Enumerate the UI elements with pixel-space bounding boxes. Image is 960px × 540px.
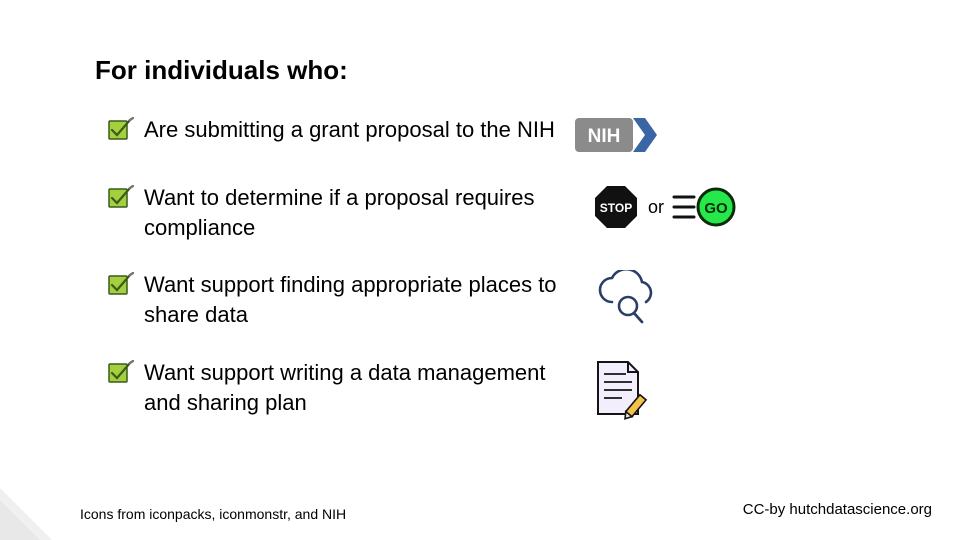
footer-license: CC-by hutchdatascience.org	[743, 501, 932, 518]
checkbox-icon	[108, 272, 134, 296]
list-item: Want to determine if a proposal requires…	[108, 183, 868, 242]
slide-title: For individuals who:	[95, 55, 348, 86]
checkbox-icon	[108, 117, 134, 141]
svg-text:STOP: STOP	[600, 201, 632, 215]
list-item-text: Want support writing a data management a…	[144, 358, 574, 417]
document-pencil-icon	[592, 358, 648, 422]
corner-ribbon-icon	[0, 480, 60, 540]
bullet-list: Are submitting a grant proposal to the N…	[108, 115, 868, 450]
footer-credits: Icons from iconpacks, iconmonstr, and NI…	[80, 506, 346, 522]
list-item-text: Want to determine if a proposal requires…	[144, 183, 574, 242]
svg-text:NIH: NIH	[588, 126, 621, 147]
go-sign-icon: GO	[672, 185, 736, 229]
stop-sign-icon: STOP	[592, 183, 640, 231]
list-item-text: Want support finding appropriate places …	[144, 270, 574, 329]
nih-logo-icon: NIH	[573, 115, 659, 155]
svg-text:GO: GO	[704, 200, 728, 217]
list-item: Want support finding appropriate places …	[108, 270, 868, 330]
list-item: Are submitting a grant proposal to the N…	[108, 115, 868, 155]
list-item-text: Are submitting a grant proposal to the N…	[144, 115, 555, 145]
cloud-search-icon	[592, 270, 662, 330]
list-item: Want support writing a data management a…	[108, 358, 868, 422]
checkbox-icon	[108, 360, 134, 384]
or-label: or	[648, 197, 664, 218]
checkbox-icon	[108, 185, 134, 209]
